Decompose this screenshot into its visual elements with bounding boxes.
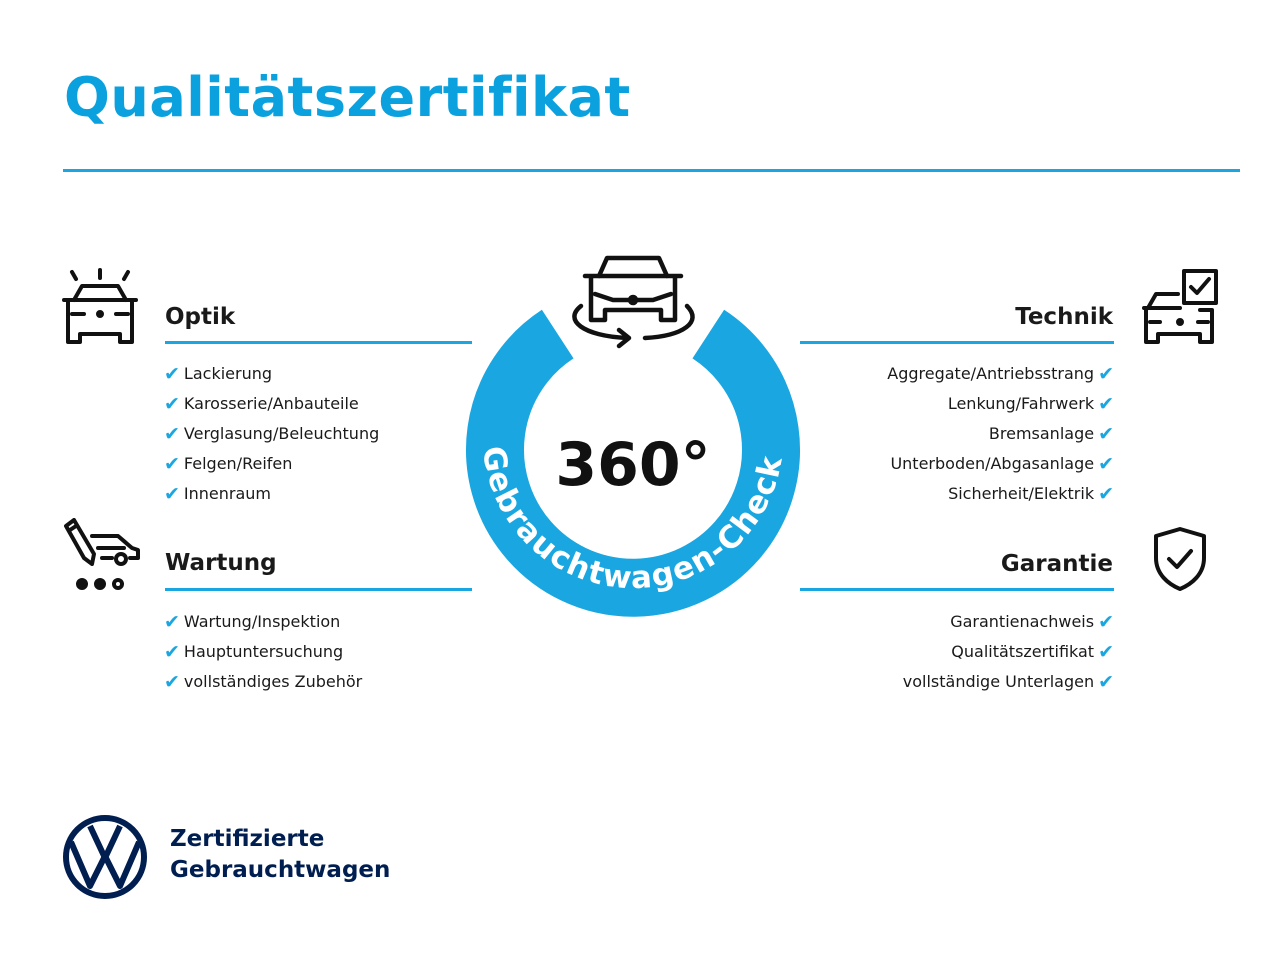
check-icon: ✔ — [1098, 453, 1114, 475]
check-icon: ✔ — [1098, 363, 1114, 385]
optik-list: ✔ Lackierung ✔ Karosserie/Anbauteile ✔ Verg… — [164, 359, 379, 509]
badge-ring — [466, 309, 800, 617]
check-icon: ✔ — [164, 483, 180, 505]
list-item: Aggregate/Antriebsstrang ✔ — [887, 359, 1114, 389]
technik-list: Aggregate/Antriebsstrang ✔ Lenkung/Fahrwe… — [887, 359, 1114, 509]
section-divider — [165, 341, 472, 344]
car-rotate-icon — [572, 255, 695, 349]
list-item: Sicherheit/Elektrik ✔ — [887, 479, 1114, 509]
vw-logo — [62, 814, 148, 904]
item-label: Innenraum — [183, 484, 272, 503]
section-divider — [800, 588, 1114, 591]
item-label: Lenkung/Fahrwerk — [947, 394, 1095, 413]
list-item: ✔ Innenraum — [164, 479, 379, 509]
check-icon: ✔ — [164, 393, 180, 415]
item-label: vollständiges Zubehör — [183, 672, 363, 691]
list-item: ✔ Karosserie/Anbauteile — [164, 389, 379, 419]
item-label: Wartung/Inspektion — [183, 612, 341, 631]
item-label: Unterboden/Abgasanlage — [890, 454, 1095, 473]
item-label: Karosserie/Anbauteile — [183, 394, 359, 413]
title-divider — [63, 169, 1240, 172]
check-icon: ✔ — [1098, 423, 1114, 445]
list-item: ✔ Wartung/Inspektion — [164, 607, 362, 637]
section-divider — [800, 341, 1114, 344]
list-item: Lenkung/Fahrwerk ✔ — [887, 389, 1114, 419]
check-icon: ✔ — [1098, 671, 1114, 693]
360-check-badge: Gebrauchtwagen-Check 360° — [466, 255, 800, 617]
check-icon: ✔ — [1098, 611, 1114, 633]
list-item: ✔ vollständiges Zubehör — [164, 667, 362, 697]
car-lights-icon — [60, 266, 140, 348]
item-label: Lackierung — [183, 364, 273, 383]
check-icon: ✔ — [164, 641, 180, 663]
check-icon: ✔ — [164, 453, 180, 475]
section-divider — [165, 588, 472, 591]
section-title-garantie: Garantie — [1000, 551, 1113, 577]
check-icon: ✔ — [1098, 483, 1114, 505]
garantie-list: Garantienachweis ✔ Qualitätszertifikat ✔ v… — [903, 607, 1114, 697]
wartung-list: ✔ Wartung/Inspektion ✔ Hauptuntersuchung ✔… — [164, 607, 362, 697]
item-label: vollständige Unterlagen — [902, 672, 1095, 691]
item-label: Felgen/Reifen — [183, 454, 293, 473]
check-icon: ✔ — [1098, 393, 1114, 415]
section-title-technik: Technik — [1015, 304, 1113, 330]
list-item: ✔ Lackierung — [164, 359, 379, 389]
car-checklist-icon — [1140, 268, 1220, 346]
brand-line-2: Gebrauchtwagen — [170, 857, 391, 883]
check-icon: ✔ — [164, 363, 180, 385]
item-label: Aggregate/Antriebsstrang — [887, 364, 1095, 383]
list-item: Garantienachweis ✔ — [903, 607, 1114, 637]
brand-line-1: Zertifizierte — [170, 826, 325, 852]
check-icon: ✔ — [164, 671, 180, 693]
service-van-icon — [62, 518, 142, 592]
list-item: Bremsanlage ✔ — [887, 419, 1114, 449]
page-title: Qualitätszertifikat — [64, 66, 631, 129]
list-item: ✔ Felgen/Reifen — [164, 449, 379, 479]
list-item: ✔ Verglasung/Beleuchtung — [164, 419, 379, 449]
shield-check-icon — [1152, 526, 1208, 592]
item-label: Hauptuntersuchung — [183, 642, 344, 661]
degrees-label: 360° — [555, 430, 710, 500]
brand-text: Zertifizierte Gebrauchtwagen — [170, 824, 390, 886]
list-item: Unterboden/Abgasanlage ✔ — [887, 449, 1114, 479]
item-label: Bremsanlage — [988, 424, 1095, 443]
item-label: Verglasung/Beleuchtung — [183, 424, 380, 443]
list-item: Qualitätszertifikat ✔ — [903, 637, 1114, 667]
check-icon: ✔ — [164, 423, 180, 445]
list-item: ✔ Hauptuntersuchung — [164, 637, 362, 667]
check-icon: ✔ — [1098, 641, 1114, 663]
check-icon: ✔ — [164, 611, 180, 633]
item-label: Sicherheit/Elektrik — [948, 484, 1095, 503]
section-title-wartung: Wartung — [165, 550, 277, 576]
list-item: vollständige Unterlagen ✔ — [903, 667, 1114, 697]
section-title-optik: Optik — [165, 304, 236, 330]
item-label: Garantienachweis — [950, 612, 1095, 631]
item-label: Qualitätszertifikat — [951, 642, 1095, 661]
